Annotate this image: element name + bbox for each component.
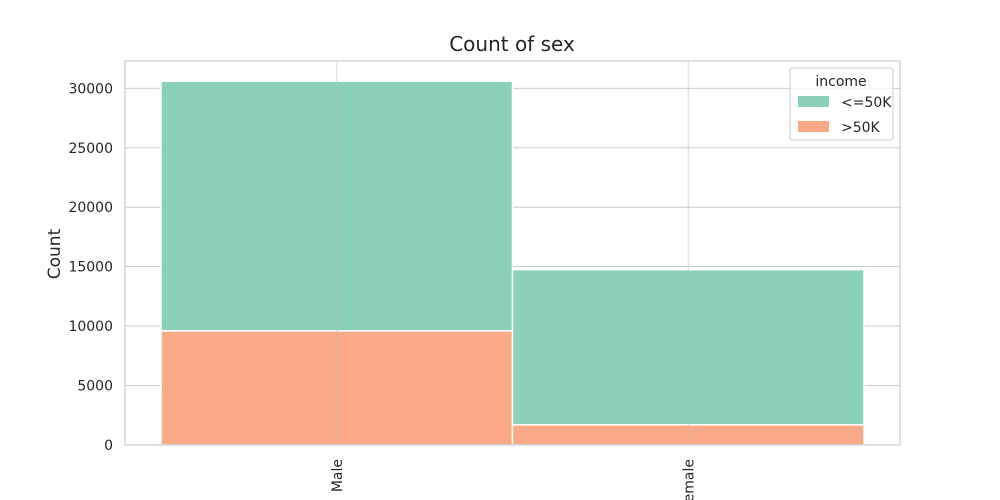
chart-title: Count of sex — [449, 32, 575, 56]
y-tick-label: 20000 — [68, 200, 113, 216]
y-tick-label: 25000 — [68, 141, 113, 157]
x-tick-label: emale — [681, 459, 697, 500]
y-tick-label: 30000 — [68, 81, 113, 97]
legend-entries: <=50K >50K — [798, 95, 892, 136]
y-axis-ticks: 0 5000 10000 15000 20000 25000 30000 — [68, 81, 113, 454]
y-tick-label: 10000 — [68, 319, 113, 335]
y-tick-label: 0 — [104, 438, 113, 454]
legend-title: income — [815, 74, 866, 90]
x-axis-ticks: Male emale — [330, 459, 698, 500]
y-tick-label: 5000 — [77, 379, 113, 395]
legend-label: >50K — [841, 120, 881, 136]
x-tick-label: Male — [330, 459, 346, 492]
plot-frame — [124, 60, 901, 446]
legend-label: <=50K — [841, 95, 892, 111]
y-tick-label: 15000 — [68, 260, 113, 276]
legend-swatch — [798, 96, 829, 107]
legend: income <=50K >50K — [789, 67, 894, 141]
vertical-grid — [336, 61, 689, 445]
bars — [160, 80, 865, 446]
legend-swatch — [798, 121, 829, 132]
y-axis-label: Count — [45, 228, 65, 279]
